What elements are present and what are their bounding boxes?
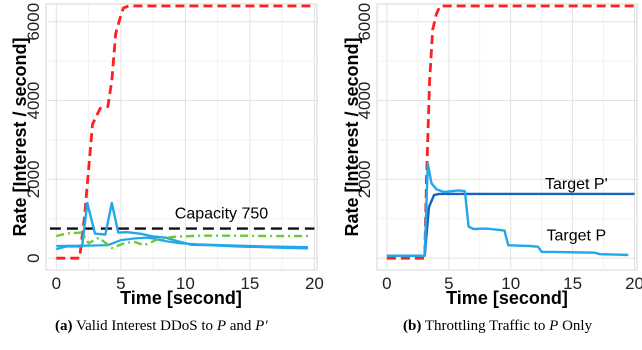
caption-a-var1: P	[216, 318, 226, 334]
series-line-cyan-solid	[386, 162, 629, 257]
series-line-green-dashdot	[55, 231, 308, 250]
y-tick-label: 4000	[24, 82, 43, 120]
y-tick-label: 6000	[355, 3, 374, 41]
x-tick-label: 15	[240, 274, 259, 293]
x-tick-label: 10	[176, 274, 195, 293]
x-tick-label: 5	[116, 274, 125, 293]
caption-a-tag: (a)	[55, 318, 73, 334]
y-axis-label: Rate [Interest / second]	[342, 37, 362, 236]
plot-area	[45, 3, 318, 271]
y-axis-label: Rate [Interest / second]	[10, 37, 30, 236]
x-tick-label: 20	[305, 274, 324, 293]
x-tick-label: 20	[625, 274, 642, 293]
plot-area	[376, 3, 638, 271]
caption-b-text: Throttling Traffic to	[424, 318, 550, 334]
caption-a-text: Valid Interest DDoS to	[75, 318, 217, 334]
x-axis-label: Time [second]	[446, 288, 568, 308]
x-tick-label: 15	[563, 274, 582, 293]
x-axis-label: Time [second]	[120, 288, 242, 308]
x-tick-label: 0	[382, 274, 391, 293]
x-tick-label: 10	[501, 274, 520, 293]
caption-a-var2: P'	[255, 318, 268, 334]
x-tick-label: 0	[52, 274, 61, 293]
x-tick-label: 5	[444, 274, 453, 293]
chart-annotation: Target P	[547, 227, 607, 244]
caption-b-text-post: Only	[558, 318, 593, 334]
caption-b-var1: P	[549, 318, 559, 334]
y-tick-label: 2000	[24, 160, 43, 198]
y-tick-label: 2000	[355, 160, 374, 198]
chart-annotation: Target P'	[545, 176, 608, 193]
caption-b: (b) Throttling Traffic to P Only	[403, 318, 592, 335]
y-tick-label: 4000	[355, 82, 374, 120]
caption-b-tag: (b)	[403, 318, 422, 334]
chart-annotation: Capacity 750	[175, 205, 268, 222]
y-tick-label: 6000	[24, 3, 43, 41]
caption-a: (a) Valid Interest DDoS to P and P'	[55, 318, 268, 335]
caption-a-text-mid: and	[225, 318, 256, 334]
y-tick-label: 0	[24, 253, 43, 262]
